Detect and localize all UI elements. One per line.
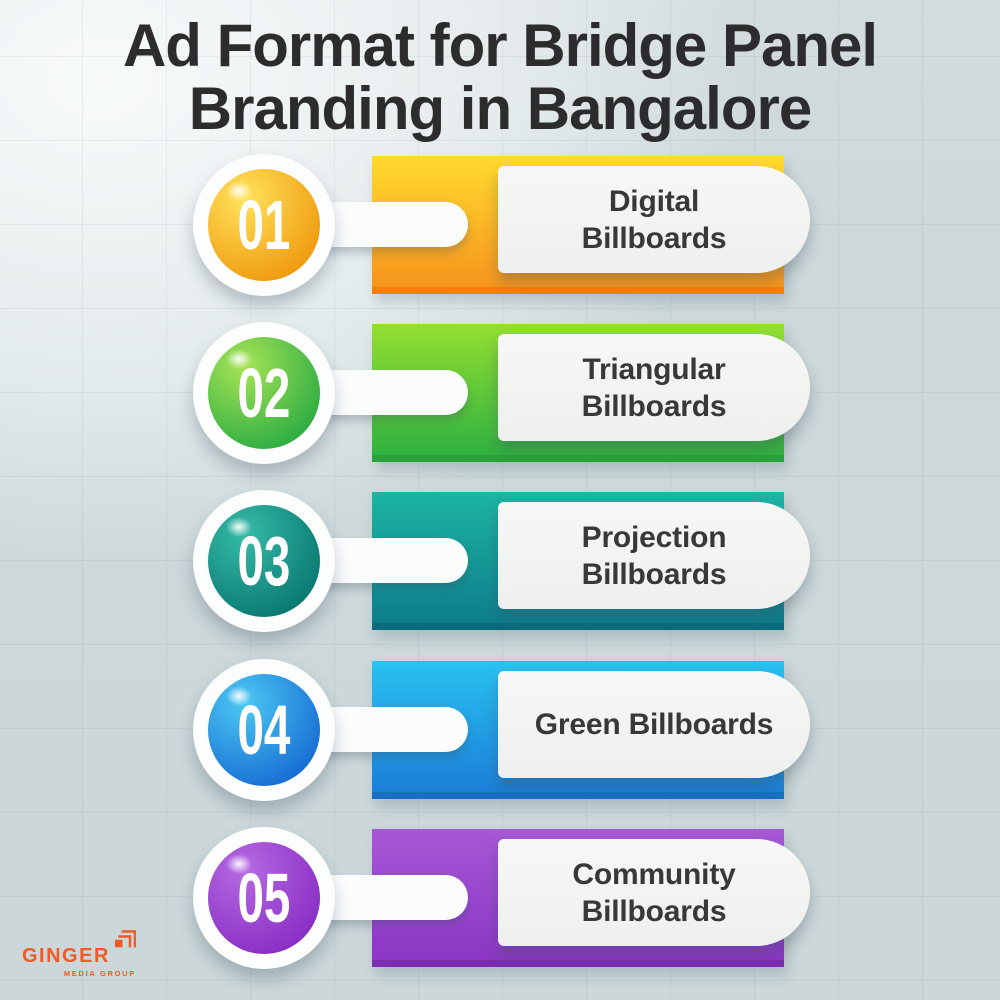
item-label: Digital Billboards [581,184,727,255]
item-number-badge: 04 [193,659,335,801]
item-number: 05 [237,859,291,937]
logo-frames-icon [115,930,136,948]
item-number-badge: 02 [193,322,335,464]
item-label: Projection Billboards [581,520,727,591]
item-number-badge: 05 [193,827,335,969]
item-number: 03 [237,522,291,600]
page-title: Ad Format for Bridge Panel Branding in B… [0,14,1000,140]
logo-tagline: MEDIA GROUP [63,969,136,978]
item-number-badge: 03 [193,490,335,632]
list-item: Digital Billboards 01 [0,154,1000,326]
title-line2: Branding in Bangalore [188,75,812,142]
logo-name: GINGER [22,945,110,967]
item-number: 01 [237,186,291,264]
item-number-circle: 01 [208,169,320,281]
item-number-circle: 03 [208,505,320,617]
item-number-circle: 02 [208,337,320,449]
item-label-pill: Digital Billboards [498,166,810,273]
ginger-media-logo: GINGER MEDIA GROUP [22,929,136,978]
list-item: Green Billboards 04 [0,659,1000,831]
item-label: Green Billboards [534,708,774,741]
item-label-pill: Triangular Billboards [498,334,810,441]
item-label: Triangular Billboards [581,352,727,423]
title-line1: Ad Format for Bridge Panel [122,12,878,79]
list-item: Triangular Billboards 02 [0,322,1000,494]
item-label-pill: Community Billboards [498,839,810,946]
item-label: Community Billboards [572,857,736,928]
list-item: Community Billboards 05 [0,827,1000,999]
item-number: 02 [237,354,291,432]
item-number: 04 [237,691,291,769]
item-label-pill: Green Billboards [498,671,810,778]
item-number-circle: 05 [208,842,320,954]
item-number-badge: 01 [193,154,335,296]
item-label-pill: Projection Billboards [498,502,810,609]
list-item: Projection Billboards 03 [0,490,1000,662]
item-number-circle: 04 [208,674,320,786]
